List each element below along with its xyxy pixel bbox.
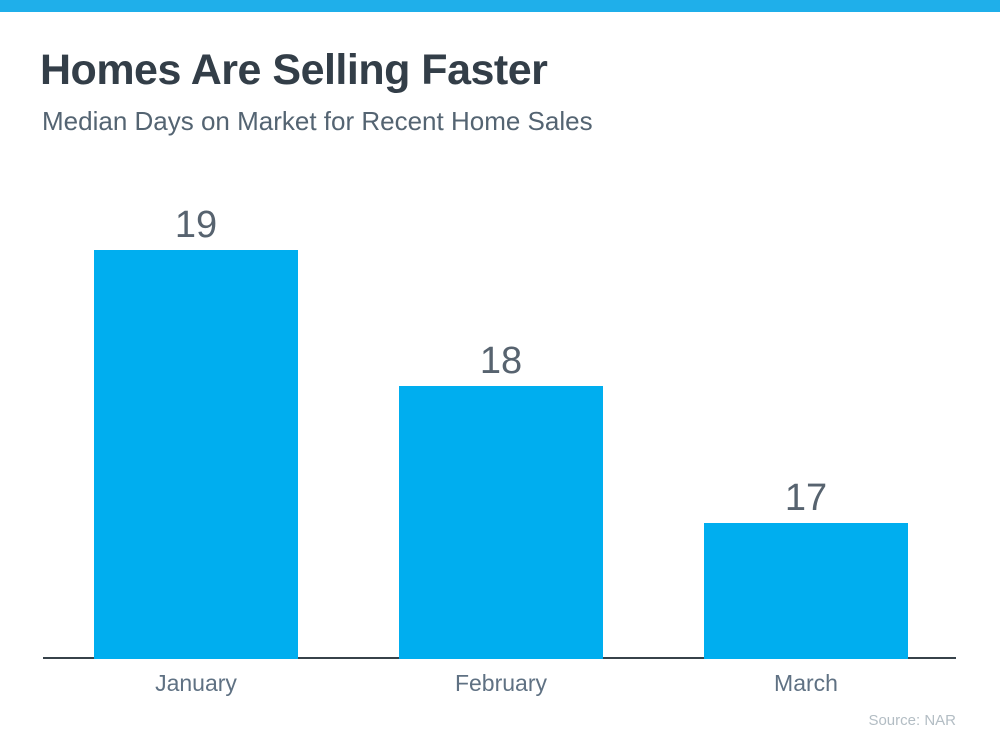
category-label-march: March bbox=[774, 670, 838, 696]
value-label-february: 18 bbox=[479, 340, 523, 382]
bar-january bbox=[94, 250, 298, 659]
value-label-january: 19 bbox=[174, 204, 218, 246]
bar-march bbox=[704, 523, 908, 659]
source-attribution: Source: NAR bbox=[868, 712, 956, 729]
top-accent-bar bbox=[0, 0, 1000, 12]
category-label-february: February bbox=[454, 670, 548, 696]
page-title: Homes Are Selling Faster bbox=[40, 46, 548, 94]
page-subtitle: Median Days on Market for Recent Home Sa… bbox=[42, 106, 593, 136]
category-label-january: January bbox=[155, 670, 237, 696]
bar-february bbox=[399, 386, 603, 659]
value-label-march: 17 bbox=[784, 477, 828, 519]
